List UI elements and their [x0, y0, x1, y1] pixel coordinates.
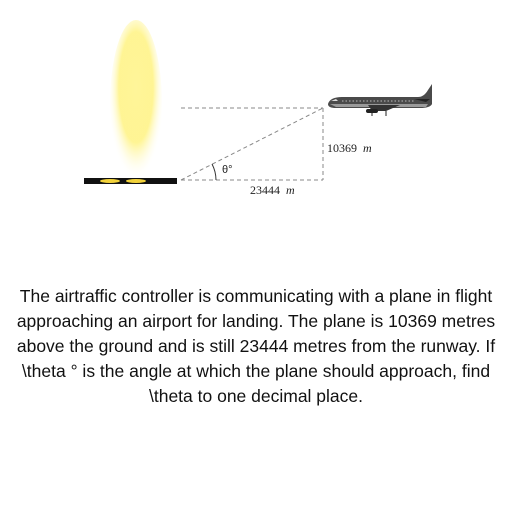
- runway: [84, 178, 177, 184]
- distance-unit: m: [286, 183, 295, 197]
- runway-light-right: [126, 179, 146, 183]
- approach-path-line: [180, 107, 324, 181]
- height-value: 10369: [327, 141, 357, 155]
- height-label: 10369 m: [327, 141, 372, 155]
- height-unit: m: [363, 141, 372, 155]
- approach-diagram: θ° 10369 m 23444 m: [84, 20, 432, 197]
- angle-arc: [211, 163, 217, 181]
- question-text: The airtraffic controller is communicati…: [16, 286, 496, 406]
- airport-light-beam: [110, 20, 162, 188]
- distance-label: 23444 m: [250, 183, 295, 197]
- angle-label: θ°: [222, 164, 233, 176]
- runway-light-left: [100, 179, 120, 183]
- distance-value: 23444: [250, 183, 280, 197]
- airplane-icon: [328, 84, 432, 116]
